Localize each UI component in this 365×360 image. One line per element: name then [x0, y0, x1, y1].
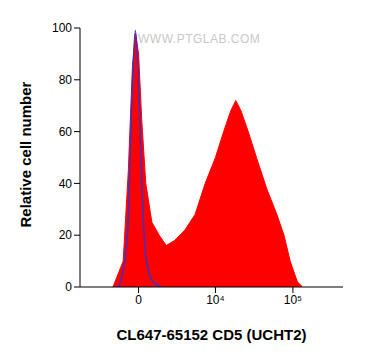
html-text:WWW.PTGLAB.COM: WWW.PTGLAB.COM: [138, 32, 261, 46]
svg-text:10⁴: 10⁴: [206, 293, 225, 307]
svg-text:10⁵: 10⁵: [284, 293, 302, 307]
svg-text:20: 20: [59, 228, 73, 242]
svg-text:60: 60: [59, 125, 73, 139]
svg-text:80: 80: [59, 73, 73, 87]
svg-text:CL647-65152 CD5 (UCHT2): CL647-65152 CD5 (UCHT2): [116, 326, 306, 343]
svg-text:100: 100: [52, 21, 72, 35]
svg-text:Relative cell number: Relative cell number: [17, 81, 34, 227]
svg-text:0: 0: [135, 293, 142, 307]
svg-text:40: 40: [59, 177, 73, 191]
svg-text:0: 0: [65, 280, 72, 294]
